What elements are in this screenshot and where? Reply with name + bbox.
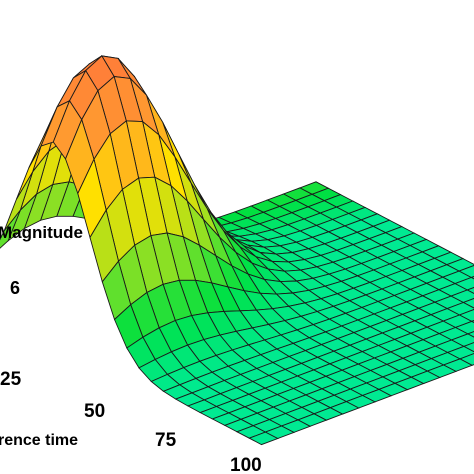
- x-tick-label: 50: [84, 401, 105, 422]
- z-axis-label: Magnitude: [0, 223, 83, 242]
- z-tick-label: 6: [10, 278, 20, 298]
- surface-cell: [248, 431, 279, 446]
- surface-mesh: [0, 55, 474, 446]
- x-tick-label: 100: [230, 455, 262, 474]
- x-tick-label: 75: [155, 430, 177, 451]
- surface-cell: [466, 331, 474, 338]
- x-axis-label: rence time: [0, 432, 78, 449]
- axis-labels: Magnitude 6 25 50 75 100 rence time: [0, 223, 262, 474]
- surface-cell: [466, 287, 474, 294]
- x-tick-label: 25: [0, 369, 22, 390]
